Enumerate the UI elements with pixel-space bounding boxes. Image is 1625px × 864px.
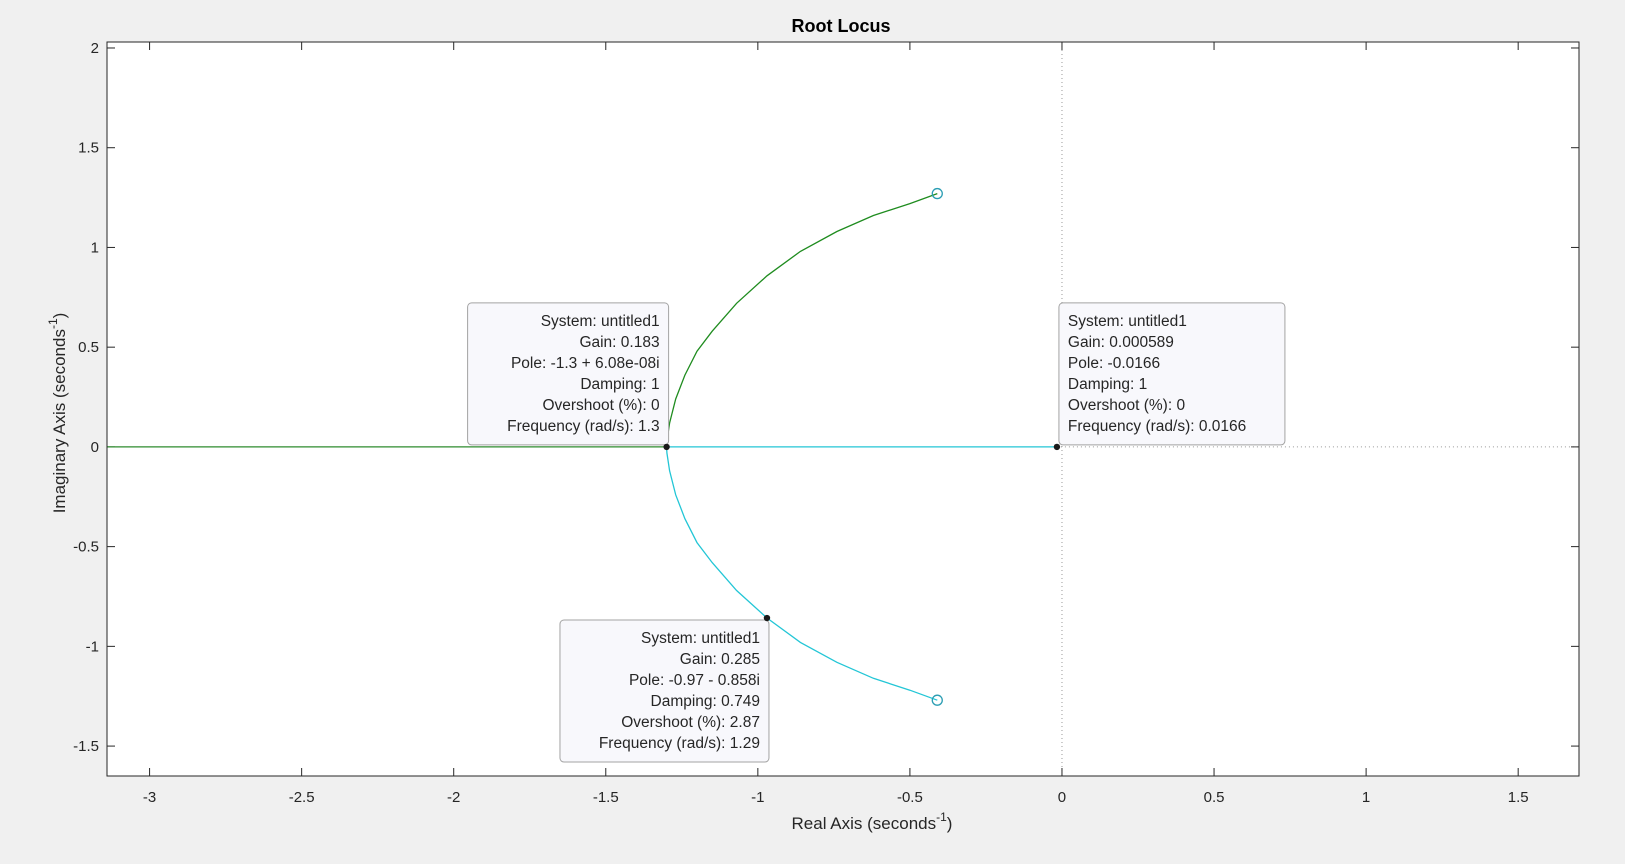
x-tick-label: 0.5: [1204, 789, 1225, 806]
svg-text:Imaginary Axis (seconds-1): Imaginary Axis (seconds-1): [46, 313, 69, 514]
y-tick-label: -0.5: [73, 539, 99, 556]
datatip-marker[interactable]: [1053, 443, 1061, 451]
datatip-box: [1058, 302, 1286, 446]
x-tick-label: 0: [1058, 789, 1066, 806]
datatip-line: Overshoot (%): 0: [1068, 397, 1186, 414]
y-tick-label: 0.5: [78, 339, 99, 356]
svg-text:Real Axis (seconds-1): Real Axis (seconds-1): [792, 810, 953, 833]
datatip-line: Frequency (rad/s): 1.29: [599, 735, 760, 752]
y-tick-label: 2: [91, 40, 99, 57]
datatip[interactable]: System: untitled1 Gain: 0.285 Pole: -0.97 …: [559, 614, 771, 763]
datatip-marker[interactable]: [763, 614, 771, 622]
chart-title: Root Locus: [792, 16, 891, 36]
datatip-line: Damping: 1: [1068, 376, 1147, 393]
y-tick-label: 0: [91, 439, 99, 456]
datatip-line: Gain: 0.183: [579, 334, 659, 351]
y-tick-label: -1: [86, 638, 99, 655]
datatip-line: Pole: -0.97 - 0.858i: [629, 672, 760, 689]
y-axis-title: Imaginary Axis (seconds-1): [46, 313, 69, 514]
datatip-line: Gain: 0.285: [680, 651, 760, 668]
datatip[interactable]: System: untitled1 Gain: 0.183 Pole: -1.3 +…: [467, 302, 670, 451]
y-tick-label: -1.5: [73, 738, 99, 755]
datatip-line: Damping: 0.749: [651, 693, 760, 710]
datatip-line: Damping: 1: [580, 376, 659, 393]
y-tick-label: 1: [91, 239, 99, 256]
x-tick-label: -1: [751, 789, 764, 806]
datatip-line: Overshoot (%): 2.87: [621, 714, 760, 731]
axes-background: [107, 42, 1579, 776]
x-axis-title: Real Axis (seconds-1): [792, 810, 953, 833]
locus-branch-upper: [665, 192, 938, 447]
datatip-line: Frequency (rad/s): 1.3: [507, 418, 659, 435]
datatip[interactable]: System: untitled1 Gain: 0.000589 Pole: -0.…: [1053, 302, 1286, 451]
x-tick-label: -1.5: [593, 789, 619, 806]
x-tick-label: -2: [447, 789, 460, 806]
zero-marker: [931, 187, 943, 200]
x-tick-label: 1.5: [1508, 789, 1529, 806]
datatip-line: Gain: 0.000589: [1068, 334, 1174, 351]
datatip-line: Overshoot (%): 0: [542, 397, 660, 414]
datatip-line: Pole: -0.0166: [1068, 355, 1160, 372]
datatip-line: System: untitled1: [541, 313, 660, 330]
datatip-line: System: untitled1: [1068, 313, 1187, 330]
datatip-marker[interactable]: [663, 443, 670, 451]
x-tick-label: -2.5: [289, 789, 315, 806]
x-tick-label: -3: [143, 789, 156, 806]
datatip-line: System: untitled1: [641, 630, 760, 647]
zero-markers: [931, 187, 943, 706]
axis-ticks: -3 -2.5 -2 -1.5 -1 -0.5 0 0.5 1 1.5 -1.5 -1 -0.5 0 0.5…: [73, 40, 1579, 806]
datatip-box: [559, 619, 770, 763]
zero-marker: [931, 694, 943, 706]
locus-branches: [107, 192, 1057, 701]
datatip-line: Frequency (rad/s): 0.0166: [1068, 418, 1246, 435]
x-tick-label: -0.5: [897, 789, 923, 806]
datatip-line: Pole: -1.3 + 6.08e-08i: [511, 355, 660, 372]
y-tick-label: 1.5: [78, 140, 99, 157]
datatips[interactable]: System: untitled1 Gain: 0.183 Pole: -1.3 +…: [467, 302, 1286, 763]
x-tick-label: 1: [1362, 789, 1370, 806]
datatip-box: [467, 302, 670, 446]
axes-box: [106, 41, 1580, 777]
locus-branch-lower: [665, 446, 938, 701]
